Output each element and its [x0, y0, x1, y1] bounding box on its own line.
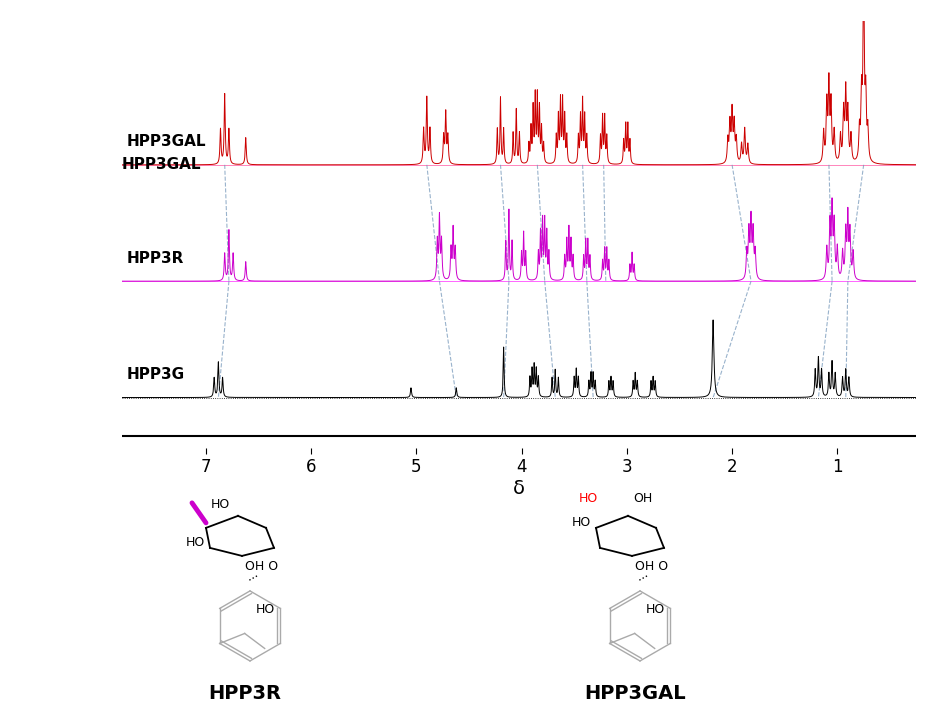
Text: HO: HO — [571, 516, 591, 529]
X-axis label: δ: δ — [513, 479, 525, 498]
Text: OH O: OH O — [635, 560, 669, 573]
Text: HPP3R: HPP3R — [127, 251, 184, 266]
Text: HPP3G: HPP3G — [127, 367, 185, 382]
Text: OH O: OH O — [245, 560, 278, 573]
Text: HO: HO — [186, 536, 205, 549]
Text: HO: HO — [210, 498, 230, 511]
Text: HO: HO — [646, 604, 666, 616]
Text: HPP3GAL: HPP3GAL — [122, 157, 201, 172]
Text: HPP3GAL: HPP3GAL — [584, 684, 685, 703]
Text: HPP3R: HPP3R — [209, 684, 281, 703]
Text: OH: OH — [633, 492, 653, 505]
Text: HO: HO — [579, 492, 598, 505]
Text: HPP3GAL: HPP3GAL — [127, 134, 207, 149]
Text: HO: HO — [256, 604, 275, 616]
